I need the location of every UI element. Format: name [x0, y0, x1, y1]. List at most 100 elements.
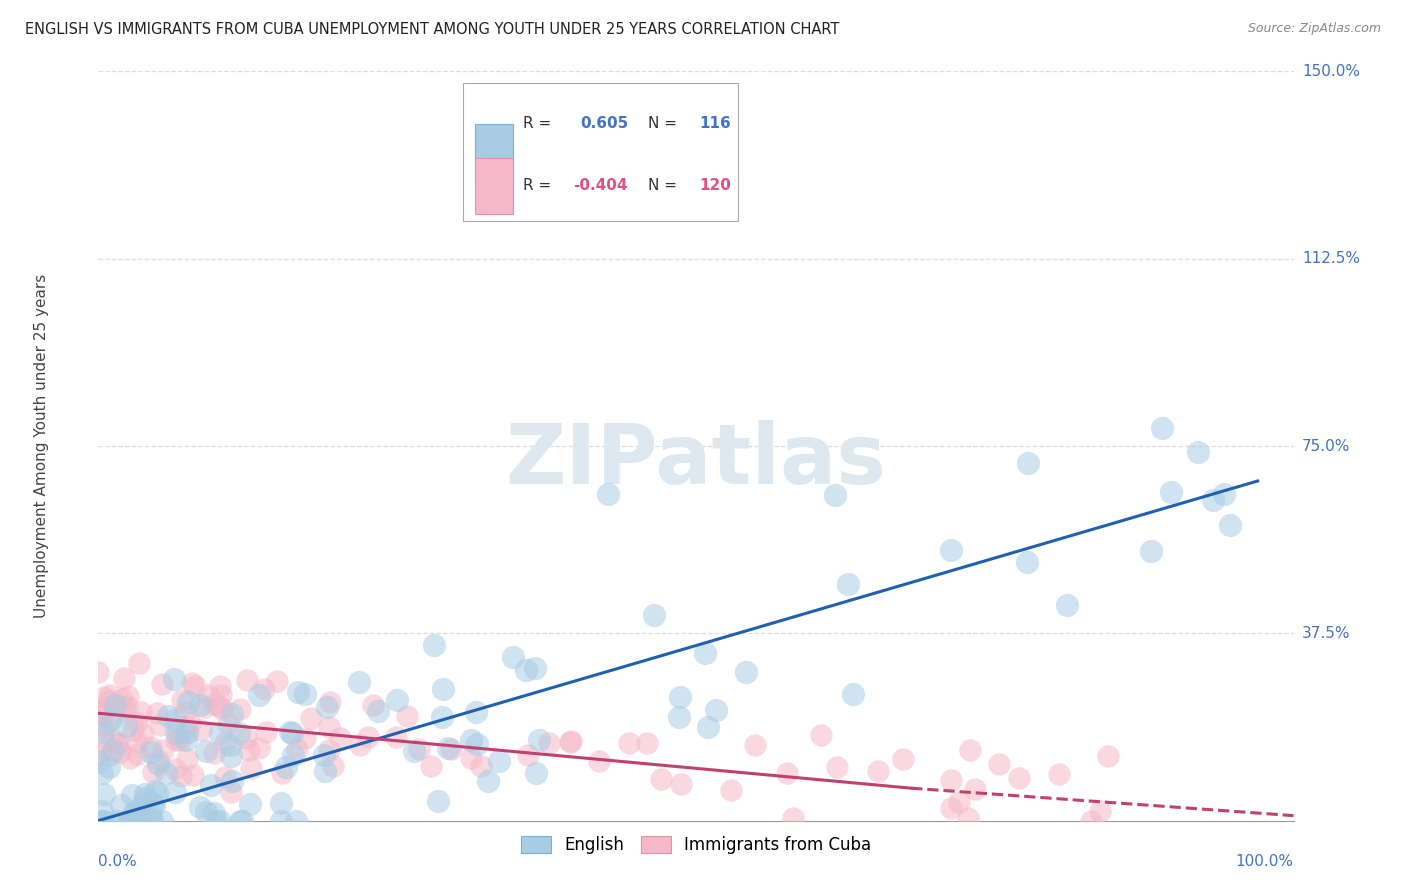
Point: [402, 744, 425, 758]
Point: [281, 747, 304, 762]
Point: [1140, 543, 1163, 558]
Point: [89, 814, 111, 828]
Point: [287, 685, 309, 699]
Point: [270, 814, 292, 828]
Point: [176, 720, 198, 734]
Point: [776, 765, 799, 780]
Point: [90, 708, 112, 723]
Point: [349, 739, 371, 753]
Point: [827, 760, 849, 774]
Point: [117, 698, 139, 713]
Point: [560, 734, 582, 748]
Point: [460, 750, 482, 764]
Point: [117, 689, 139, 703]
Point: [122, 723, 145, 737]
Point: [91, 766, 114, 780]
Point: [385, 692, 408, 706]
Text: ZIPatlas: ZIPatlas: [506, 420, 886, 501]
Point: [200, 778, 222, 792]
Point: [276, 760, 298, 774]
Point: [240, 761, 263, 775]
Point: [142, 796, 165, 810]
Point: [169, 732, 191, 747]
Point: [217, 716, 239, 731]
Point: [357, 730, 380, 744]
Point: [131, 706, 153, 720]
Text: ENGLISH VS IMMIGRANTS FROM CUBA UNEMPLOYMENT AMONG YOUTH UNDER 25 YEARS CORRELAT: ENGLISH VS IMMIGRANTS FROM CUBA UNEMPLOY…: [25, 22, 839, 37]
Point: [188, 698, 211, 712]
Point: [139, 809, 162, 823]
Point: [188, 800, 211, 814]
Point: [91, 814, 114, 828]
Point: [316, 700, 339, 714]
Point: [139, 745, 162, 759]
Point: [939, 801, 962, 815]
Point: [319, 695, 342, 709]
Point: [134, 791, 156, 805]
Point: [112, 700, 135, 714]
Point: [650, 772, 672, 786]
Point: [408, 742, 430, 756]
Point: [91, 805, 114, 819]
Point: [176, 752, 198, 766]
Point: [959, 742, 981, 756]
Point: [735, 665, 758, 680]
Point: [695, 646, 717, 660]
Point: [179, 716, 201, 731]
Point: [184, 680, 207, 694]
Point: [278, 725, 301, 739]
Point: [228, 726, 250, 740]
Point: [91, 725, 114, 739]
Point: [120, 751, 142, 765]
Point: [301, 711, 323, 725]
Point: [118, 814, 141, 828]
Point: [91, 700, 114, 714]
Point: [219, 785, 242, 799]
Text: Source: ZipAtlas.com: Source: ZipAtlas.com: [1247, 22, 1381, 36]
Point: [174, 733, 197, 747]
Point: [124, 805, 146, 819]
Point: [155, 765, 177, 780]
Text: 116: 116: [700, 116, 731, 131]
Point: [516, 748, 538, 763]
Point: [247, 740, 270, 755]
Point: [988, 756, 1011, 771]
Point: [1160, 485, 1182, 500]
Point: [361, 698, 384, 712]
Point: [1152, 420, 1174, 434]
Point: [87, 747, 110, 761]
Point: [117, 814, 139, 828]
Point: [197, 688, 219, 702]
Point: [104, 814, 127, 828]
Point: [111, 691, 134, 706]
Point: [956, 811, 979, 825]
Point: [134, 796, 156, 810]
Point: [437, 741, 460, 756]
Text: 0.0%: 0.0%: [98, 855, 138, 870]
Point: [598, 487, 620, 501]
Point: [1187, 444, 1209, 458]
Text: 37.5%: 37.5%: [1302, 626, 1350, 640]
Point: [219, 738, 242, 752]
Point: [98, 688, 121, 702]
Point: [229, 702, 252, 716]
Point: [367, 705, 389, 719]
Point: [219, 749, 242, 764]
Point: [214, 736, 236, 750]
Point: [941, 542, 963, 557]
Point: [139, 814, 162, 828]
Point: [238, 743, 260, 757]
Point: [163, 672, 186, 686]
Point: [432, 710, 454, 724]
Point: [965, 782, 987, 797]
Point: [515, 663, 537, 677]
Point: [205, 814, 228, 828]
Point: [177, 694, 200, 708]
Point: [1008, 771, 1031, 785]
Point: [837, 576, 859, 591]
Text: Unemployment Among Youth under 25 years: Unemployment Among Youth under 25 years: [34, 274, 49, 618]
Point: [190, 723, 212, 738]
Point: [470, 759, 492, 773]
Text: N =: N =: [648, 116, 682, 131]
Point: [165, 733, 187, 747]
